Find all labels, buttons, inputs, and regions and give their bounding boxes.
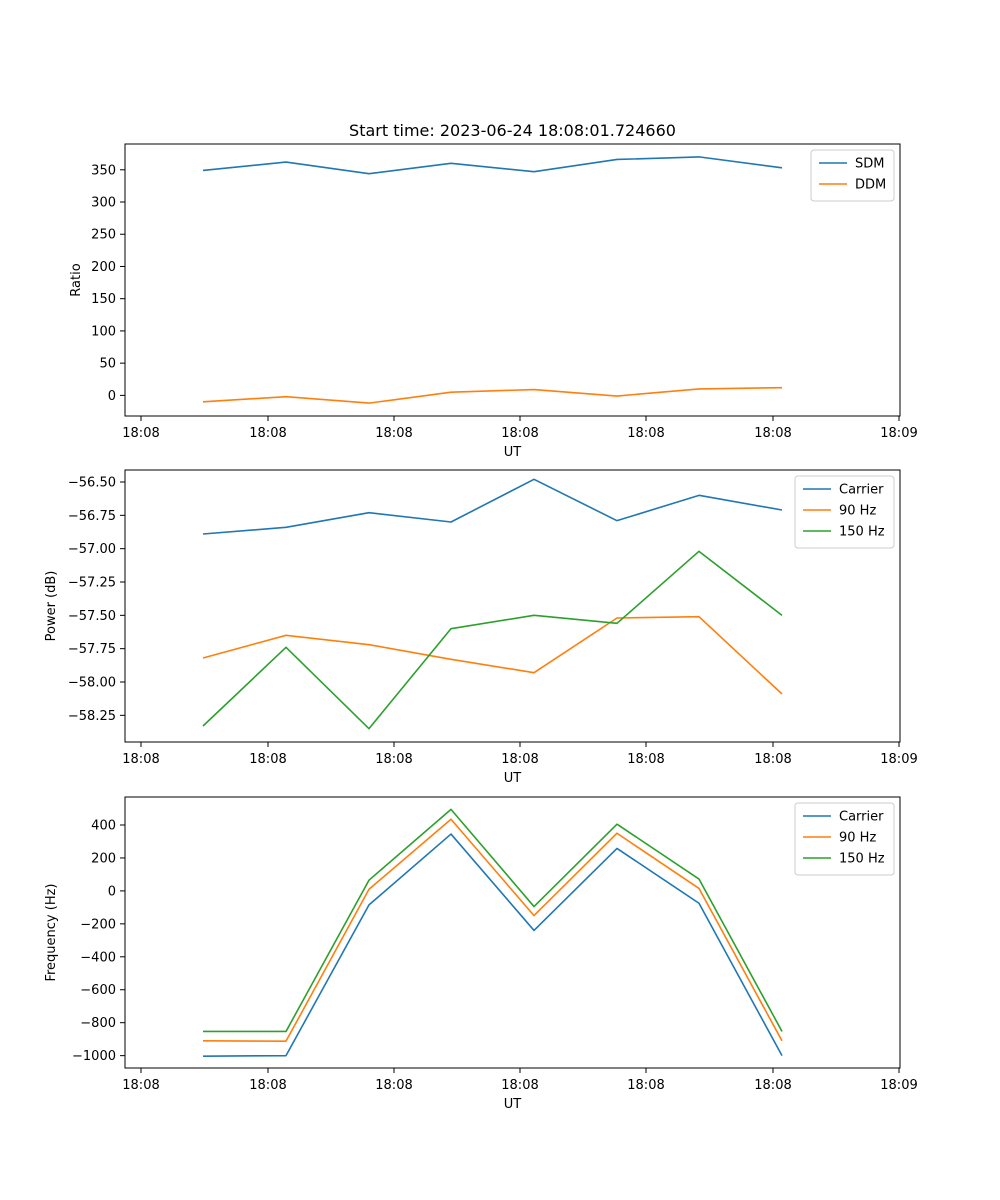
chart-panel-2: 18:08 18:08 18:08 18:08 18:08 18:08 18:09 UT −58… — [44, 469, 918, 786]
y-tick-label: −200 — [80, 917, 116, 932]
x-tick-label: 18:08 — [375, 426, 412, 441]
y-tick-label: −58.00 — [68, 676, 116, 691]
y-tick-label: −800 — [80, 1016, 116, 1031]
legend: Carrier 90 Hz 150 Hz — [794, 802, 895, 876]
y-tick-label: 350 — [91, 163, 116, 178]
x-tick-label: 18:08 — [627, 426, 664, 441]
legend-entry: Carrier — [839, 483, 884, 498]
axes-frame — [124, 143, 901, 417]
x-axis-label: UT — [504, 445, 522, 460]
y-tick-label: −57.75 — [68, 642, 116, 657]
y-axis-label: Ratio — [69, 263, 84, 296]
charts-layer: Start time: 2023-06-24 18:08:01.724660 18… — [44, 121, 918, 1112]
x-tick-label: 18:08 — [627, 752, 664, 767]
x-tick-label: 18:08 — [754, 1078, 791, 1093]
series-line-150-hz — [202, 550, 783, 730]
y-tick-label: −58.25 — [68, 709, 116, 724]
legend-box — [794, 475, 895, 549]
legend-entry: Carrier — [839, 810, 884, 825]
legend-entry: SDM — [855, 157, 884, 172]
chart-title: Start time: 2023-06-24 18:08:01.724660 — [349, 121, 676, 140]
chart-panel-3: 18:08 18:08 18:08 18:08 18:08 18:08 18:09 UT −10… — [44, 796, 918, 1112]
y-tick-label: −56.75 — [68, 509, 116, 524]
legend-box — [794, 802, 895, 876]
x-tick-label: 18:08 — [627, 1078, 664, 1093]
x-tick-label: 18:08 — [501, 752, 538, 767]
x-tick-label: 18:09 — [880, 752, 917, 767]
chart-panel-1: Start time: 2023-06-24 18:08:01.724660 18… — [69, 121, 918, 460]
legend-entry: 90 Hz — [839, 504, 876, 519]
x-tick-label: 18:09 — [880, 1078, 917, 1093]
x-tick-label: 18:08 — [249, 426, 286, 441]
y-axis-label: Frequency (Hz) — [44, 883, 59, 981]
series-line-150-hz — [203, 808, 783, 1033]
y-tick-label: −57.25 — [68, 576, 116, 591]
y-tick-label: 0 — [108, 389, 116, 404]
axes-frame — [124, 796, 901, 1069]
series-line-90-hz — [202, 615, 783, 695]
y-tick-label: 300 — [91, 196, 116, 211]
y-tick-label: 250 — [91, 228, 116, 243]
y-tick-label: 150 — [91, 292, 116, 307]
legend: Carrier 90 Hz 150 Hz — [794, 475, 895, 549]
x-tick-label: 18:08 — [501, 426, 538, 441]
y-tick-label: −600 — [80, 983, 116, 998]
y-tick-label: −400 — [80, 950, 116, 965]
x-tick-label: 18:08 — [501, 1078, 538, 1093]
legend-entry: 150 Hz — [839, 525, 885, 540]
x-tick-label: 18:08 — [375, 752, 412, 767]
series-line-carrier — [202, 478, 783, 535]
y-axis-label: Power (dB) — [44, 571, 59, 642]
y-tick-label: 50 — [99, 357, 116, 372]
x-tick-label: 18:08 — [249, 1078, 286, 1093]
y-tick-label: 200 — [91, 851, 116, 866]
y-tick-label: −1000 — [72, 1049, 116, 1064]
series-line-sdm — [202, 156, 783, 175]
x-axis-label: UT — [504, 771, 522, 786]
legend-entry: DDM — [855, 178, 886, 193]
x-tick-label: 18:09 — [880, 426, 917, 441]
x-tick-label: 18:08 — [754, 752, 791, 767]
y-tick-label: 0 — [108, 884, 116, 899]
y-tick-label: −57.50 — [68, 609, 116, 624]
series-line-90-hz — [202, 818, 783, 1042]
x-tick-label: 18:08 — [375, 1078, 412, 1093]
series-line-ddm — [202, 386, 783, 404]
x-tick-label: 18:08 — [754, 426, 791, 441]
y-tick-label: −56.50 — [68, 476, 116, 491]
x-tick-label: 18:08 — [122, 752, 159, 767]
axes-frame — [124, 469, 901, 743]
legend: SDM DDM — [810, 149, 895, 202]
legend-entry: 90 Hz — [839, 831, 876, 846]
series-line-carrier — [202, 833, 783, 1057]
x-tick-label: 18:08 — [122, 1078, 159, 1093]
y-tick-label: 100 — [91, 324, 116, 339]
y-tick-label: 400 — [91, 819, 116, 834]
legend-entry: 150 Hz — [839, 852, 885, 867]
y-tick-label: 200 — [91, 260, 116, 275]
x-tick-label: 18:08 — [122, 426, 159, 441]
y-tick-label: −57.00 — [68, 542, 116, 557]
x-axis-label: UT — [504, 1097, 522, 1112]
x-tick-label: 18:08 — [249, 752, 286, 767]
